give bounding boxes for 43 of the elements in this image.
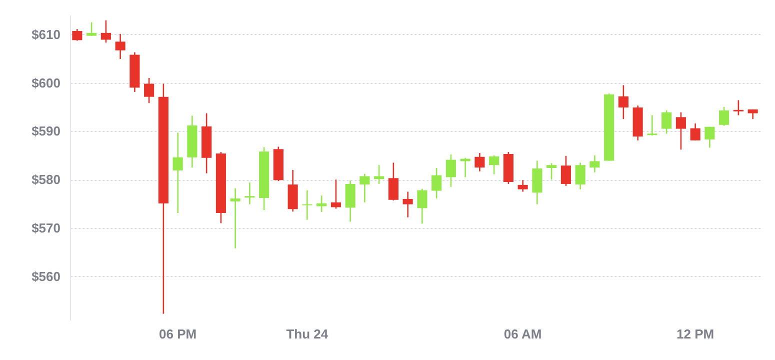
candlestick	[86, 22, 97, 36]
y-tick-label: $600	[32, 75, 60, 90]
y-tick-label: $610	[32, 26, 60, 42]
candlestick	[590, 154, 600, 173]
candlestick	[72, 28, 82, 42]
candlestick	[489, 154, 500, 175]
candlestick	[662, 110, 672, 134]
candlestick	[302, 190, 312, 220]
candlestick	[704, 126, 715, 148]
candlestick	[733, 100, 744, 116]
candlestick	[518, 179, 528, 192]
y-tick-label: $580	[32, 172, 60, 188]
candlestick	[388, 162, 398, 202]
x-tick-label: Thu 24	[286, 326, 329, 342]
candlestick	[575, 162, 586, 190]
candlestick	[647, 114, 658, 136]
x-tick-label: 06 AM	[504, 326, 542, 342]
candlestick	[417, 188, 428, 224]
candlestick	[446, 154, 456, 188]
candlestick	[244, 182, 255, 205]
x-tick-label: 12 PM	[676, 326, 714, 342]
candlestick	[360, 173, 370, 204]
candlestick	[172, 132, 183, 214]
y-tick-label: $590	[32, 124, 60, 139]
candlestick	[560, 155, 571, 187]
candlestick	[676, 112, 686, 150]
candlestick	[719, 106, 730, 127]
candlestick	[618, 84, 628, 120]
candlestick	[230, 188, 240, 249]
candlestick	[115, 33, 126, 60]
candlestick	[690, 122, 700, 142]
candlestick	[144, 77, 154, 104]
candlestick	[374, 164, 384, 185]
candlestick	[402, 191, 413, 218]
candlestick	[345, 180, 356, 222]
candlestick	[432, 167, 442, 200]
candlestick	[474, 152, 485, 172]
y-tick-label: $570	[32, 220, 60, 236]
candlestick	[546, 162, 557, 180]
y-tick-label: $560	[32, 268, 60, 284]
candlestick	[100, 20, 111, 44]
candlestick	[330, 178, 341, 210]
x-tick-label: 06 PM	[159, 326, 197, 342]
